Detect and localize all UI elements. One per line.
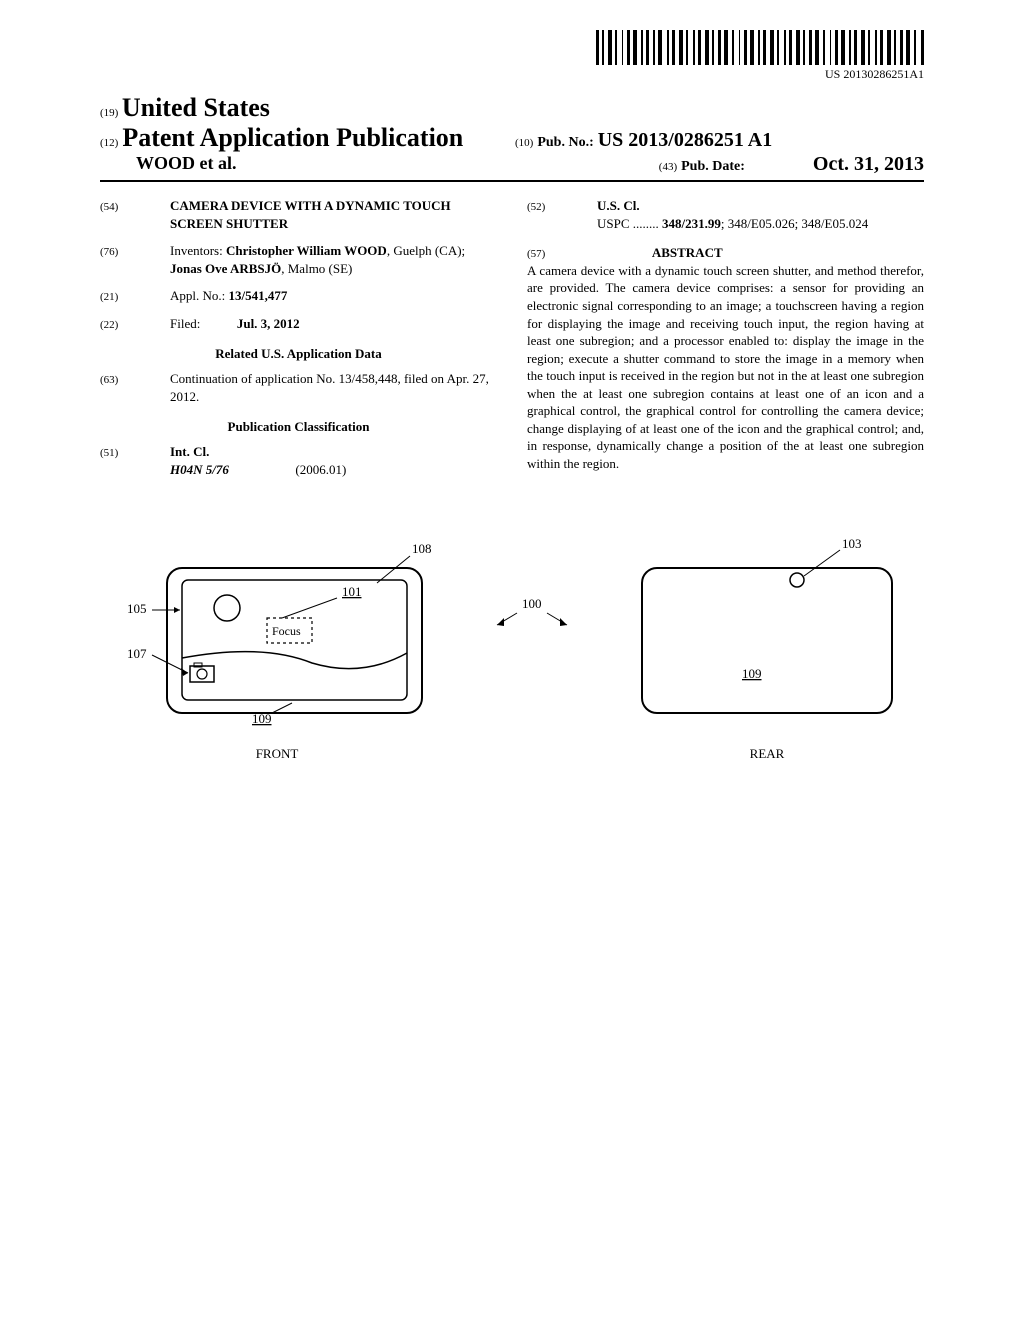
uspc-other: ; 348/E05.026; 348/E05.024 [721, 216, 868, 231]
int-cl-year: (2006.01) [295, 462, 346, 477]
barcode-bars [596, 30, 924, 65]
left-column: (54) CAMERA DEVICE WITH A DYNAMIC TOUCH … [100, 197, 497, 488]
appl-no-label: Appl. No.: [170, 288, 225, 303]
pub-date-section: (43) Pub. Date: Oct. 31, 2013 [653, 153, 924, 176]
related-heading: Related U.S. Application Data [100, 345, 497, 363]
code-22: (22) [100, 319, 118, 331]
uspc-dots: ........ [633, 216, 659, 231]
title-left: (12) Patent Application Publication [100, 123, 509, 153]
rear-label: REAR [622, 746, 912, 762]
figure-center: 100 [492, 593, 572, 638]
focus-text: Focus [272, 624, 301, 638]
appl-no-row: (21) Appl. No.: 13/541,477 [100, 287, 497, 305]
code-21: (21) [100, 291, 118, 303]
two-column: (54) CAMERA DEVICE WITH A DYNAMIC TOUCH … [100, 197, 924, 488]
front-label: FRONT [112, 746, 442, 762]
figure-front: Focus 101 105 107 108 109 FRONT [112, 528, 442, 762]
pub-num-label: Pub. No.: [537, 135, 593, 150]
appl-no: 13/541,477 [229, 288, 288, 303]
svg-text:109: 109 [252, 711, 272, 726]
uspc-main: 348/231.99 [662, 216, 721, 231]
int-cl-label: Int. Cl. [170, 444, 209, 459]
pub-date-label: Pub. Date: [681, 159, 745, 174]
code-52: (52) [527, 201, 545, 213]
pub-type: Patent Application Publication [122, 123, 463, 152]
code-12: (12) [100, 137, 118, 149]
svg-text:100: 100 [522, 596, 542, 611]
inventors-row: (76) Inventors: Christopher William WOOD… [100, 242, 497, 277]
us-cl-row: (52) U.S. Cl. USPC ........ 348/231.99; … [527, 197, 924, 232]
barcode: US 20130286251A1 [596, 30, 924, 82]
code-10: (10) [515, 137, 533, 149]
code-43: (43) [659, 161, 677, 173]
barcode-number: US 20130286251A1 [596, 67, 924, 82]
front-view-svg: Focus 101 105 107 108 109 [112, 528, 442, 738]
country-name: United States [122, 93, 270, 122]
inventors-names: Christopher William WOOD [226, 243, 387, 258]
abstract-label: ABSTRACT [652, 245, 723, 260]
authors-row: WOOD et al. (43) Pub. Date: Oct. 31, 201… [100, 153, 924, 182]
title-row: (54) CAMERA DEVICE WITH A DYNAMIC TOUCH … [100, 197, 497, 232]
barcode-section: US 20130286251A1 [100, 30, 924, 83]
code-54: (54) [100, 201, 118, 213]
invention-title: CAMERA DEVICE WITH A DYNAMIC TOUCH SCREE… [170, 197, 497, 232]
filed-row: (22) Filed: Jul. 3, 2012 [100, 315, 497, 333]
rear-view-svg: 103 109 [622, 528, 912, 738]
continuation-row: (63) Continuation of application No. 13/… [100, 370, 497, 405]
int-cl-row: (51) Int. Cl. H04N 5/76 (2006.01) [100, 443, 497, 478]
title-row: (12) Patent Application Publication (10)… [100, 123, 924, 153]
pub-num: US 2013/0286251 A1 [598, 129, 772, 151]
int-cl-code: H04N 5/76 [170, 462, 229, 477]
svg-text:109: 109 [742, 666, 762, 681]
svg-text:103: 103 [842, 536, 862, 551]
header-section: (19) United States (12) Patent Applicati… [100, 93, 924, 182]
code-51: (51) [100, 447, 118, 459]
title-right: (10) Pub. No.: US 2013/0286251 A1 [509, 129, 924, 152]
figure-section: Focus 101 105 107 108 109 FRONT [100, 528, 924, 762]
authors: WOOD et al. [100, 153, 237, 176]
uspc-label: USPC [597, 216, 630, 231]
filed-date: Jul. 3, 2012 [237, 316, 300, 331]
filed-label: Filed: [170, 316, 200, 331]
continuation-text: Continuation of application No. 13/458,4… [170, 370, 497, 405]
code-19: (19) [100, 107, 118, 119]
code-57: (57) [527, 248, 545, 260]
figure-rear: 103 109 REAR [622, 528, 912, 762]
country-line: (19) United States [100, 93, 924, 123]
code-76: (76) [100, 246, 118, 258]
svg-text:107: 107 [127, 646, 147, 661]
us-cl-label: U.S. Cl. [597, 198, 640, 213]
right-column: (52) U.S. Cl. USPC ........ 348/231.99; … [527, 197, 924, 488]
code-63: (63) [100, 374, 118, 386]
pub-date: Oct. 31, 2013 [813, 153, 924, 175]
svg-text:105: 105 [127, 601, 147, 616]
classification-heading: Publication Classification [100, 418, 497, 436]
svg-text:108: 108 [412, 541, 432, 556]
inventors-label: Inventors: [170, 243, 223, 258]
abstract-text: A camera device with a dynamic touch scr… [527, 262, 924, 473]
svg-text:101: 101 [342, 584, 362, 599]
